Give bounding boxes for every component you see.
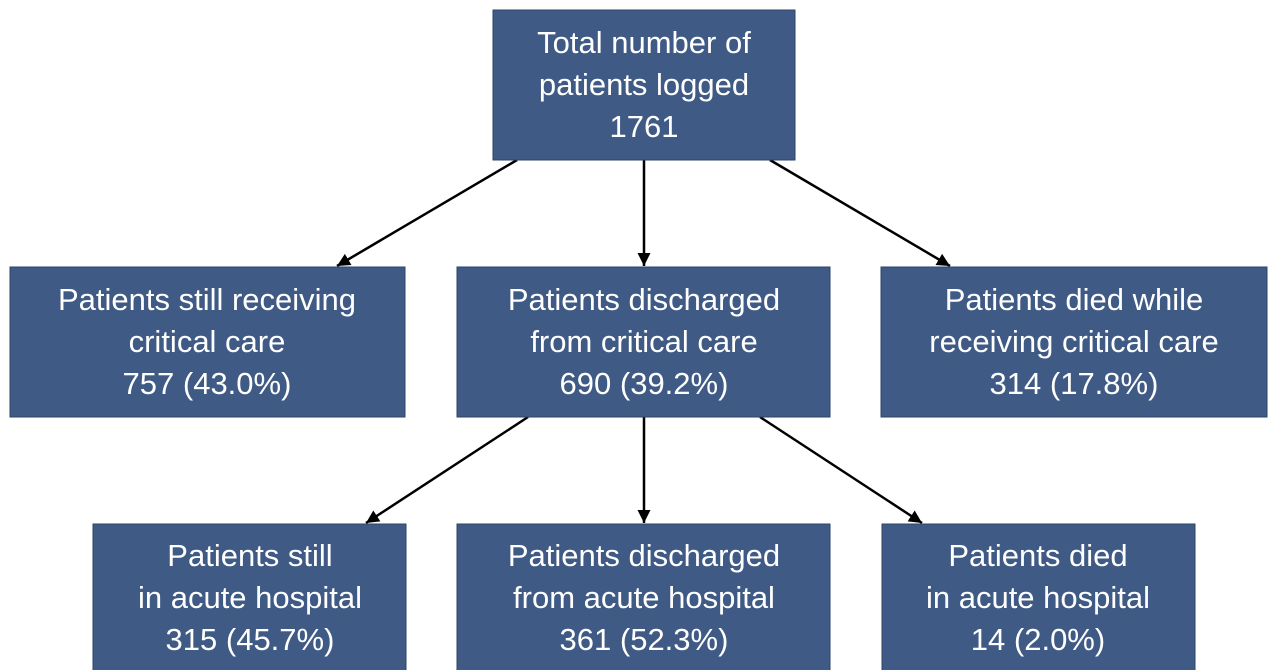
node-text: 14 (2.0%) (971, 622, 1105, 657)
node: Patients discharged from acute hospital … (456, 523, 831, 670)
node-text: critical care (129, 324, 286, 359)
node-text: Patients died (948, 538, 1127, 573)
node-text: Patients discharged (508, 282, 780, 317)
node-text: Patients discharged (508, 538, 780, 573)
node-box (880, 266, 1268, 418)
node: Patients died in acute hospital 14 (2.0%… (881, 523, 1196, 670)
node-text: 1761 (610, 109, 679, 144)
node: Patients still in acute hospital 315 (45… (92, 523, 407, 670)
node: Total number of patients logged 1761 (492, 9, 796, 161)
node-text: 690 (39.2%) (560, 366, 729, 401)
node-text: from acute hospital (513, 580, 775, 615)
node-box (92, 523, 407, 670)
node-box (456, 523, 831, 670)
node-text: in acute hospital (926, 580, 1150, 615)
node-box (456, 266, 831, 418)
arrow (769, 158, 951, 268)
edges (336, 158, 951, 525)
node-text: 314 (17.8%) (990, 366, 1159, 401)
node-text: Patients died while (945, 282, 1204, 317)
node-text: patients logged (539, 67, 749, 102)
node-text: 757 (43.0%) (123, 366, 292, 401)
node: Patients died while receiving critical c… (880, 266, 1268, 418)
arrow (336, 158, 518, 268)
node-text: Total number of (537, 25, 751, 60)
node: Patients still receiving critical care 7… (9, 266, 406, 418)
node-text: Patients still (167, 538, 332, 573)
node-text: 361 (52.3%) (560, 622, 729, 657)
node-box (492, 9, 796, 161)
node-box (9, 266, 406, 418)
node-box (881, 523, 1196, 670)
arrow (759, 415, 923, 525)
node-text: 315 (45.7%) (166, 622, 335, 657)
node-text: from critical care (530, 324, 757, 359)
arrow (365, 415, 529, 525)
node-text: Patients still receiving (58, 282, 356, 317)
node-text: in acute hospital (138, 580, 362, 615)
node: Patients discharged from critical care 6… (456, 266, 831, 418)
node-text: receiving critical care (929, 324, 1218, 359)
